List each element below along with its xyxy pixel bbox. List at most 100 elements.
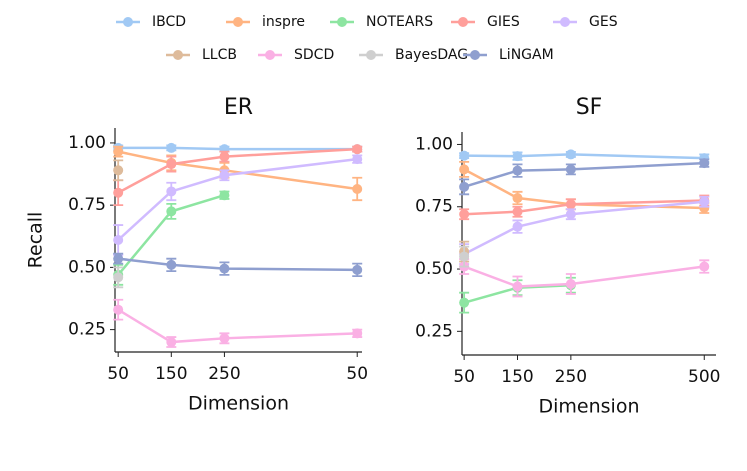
series-line [463,168,705,210]
data-point [699,261,710,272]
data-point [459,209,470,220]
y-tick-label: 0.25 [415,321,453,341]
legend-label: BayesDAG [395,47,468,63]
legend-label: NOTEARS [366,14,433,30]
series-line [117,308,358,344]
legend-label: GES [589,14,618,30]
series-line [118,146,358,151]
data-point [352,144,363,155]
legend-marker [337,17,347,27]
y-axis-label: Recall [25,212,47,269]
data-point [113,187,124,198]
data-point [219,263,230,274]
y-tick-label: 0.50 [68,257,106,277]
y-tick-label: 0.75 [415,197,453,217]
data-point [352,154,363,165]
data-point [219,170,230,181]
legend-marker [366,50,376,60]
legend-label: LiNGAM [499,47,554,63]
data-point [459,150,470,161]
data-point [113,272,124,283]
legend-item: GES [553,14,618,30]
y-tick-label: 0.75 [68,195,106,215]
x-tick-label: 150 [501,367,533,387]
legend-label: SDCD [294,47,334,63]
x-tick-label: 50 [346,364,368,384]
y-tick-label: 0.25 [68,320,106,340]
chart-title: ER [224,95,253,120]
data-point [166,337,177,348]
chart-title: SF [576,95,603,120]
legend-marker [123,17,133,27]
legend-item: BayesDAG [359,47,468,63]
series-line [117,150,358,191]
data-point [459,297,470,308]
series-line [464,199,705,216]
data-point [699,158,710,169]
legend-item: SDCD [258,47,334,63]
y-tick-label: 0.50 [415,259,453,279]
legend-marker [458,17,468,27]
legend-item: inspre [226,14,305,30]
data-point [352,328,363,339]
x-axis-label: Dimension [539,396,640,418]
legend-item: GIES [451,14,520,30]
legend-marker [560,17,570,27]
data-point [565,199,576,210]
series-line [118,257,358,272]
data-point [166,206,177,217]
data-point [512,193,523,204]
y-tick-label: 1.00 [415,134,453,154]
data-point [219,190,230,201]
data-point [565,278,576,289]
data-point [352,183,363,194]
y-tick-label: 1.00 [68,133,106,153]
data-point [219,151,230,162]
x-tick-label: 500 [688,367,720,387]
data-point [565,209,576,220]
legend-label: LLCB [202,47,237,63]
legend-marker [233,17,243,27]
x-tick-label: 50 [107,364,129,384]
series-line [463,265,705,288]
legend-marker [173,50,183,60]
data-point [565,164,576,175]
legend-item: LLCB [166,47,237,63]
data-point [166,186,177,197]
data-point [113,165,124,176]
legend-label: inspre [262,14,305,30]
x-tick-label: 50 [453,367,475,387]
legend-marker [470,50,480,60]
x-axis-label: Dimension [188,393,289,415]
legend-marker [265,50,275,60]
data-point [512,206,523,217]
data-point [699,196,710,207]
series-line [464,153,705,160]
data-point [166,159,177,170]
data-point [512,151,523,162]
legend-item: IBCD [116,14,186,30]
legend-label: IBCD [152,14,186,30]
legend-label: GIES [487,14,520,30]
data-point [219,333,230,344]
legend-item: LiNGAM [463,47,554,63]
x-tick-label: 250 [555,367,587,387]
data-point [459,181,470,192]
series-line [463,161,705,189]
data-point [459,251,470,262]
data-point [113,304,124,315]
x-tick-label: 250 [208,364,240,384]
series-line [117,157,358,241]
data-point [512,221,523,232]
data-point [565,149,576,160]
data-point [113,253,124,264]
data-point [459,164,470,175]
data-point [512,281,523,292]
x-tick-label: 150 [155,364,187,384]
data-point [166,142,177,153]
data-point [352,264,363,275]
series-line [117,147,358,194]
data-point [113,235,124,245]
data-point [512,165,523,176]
